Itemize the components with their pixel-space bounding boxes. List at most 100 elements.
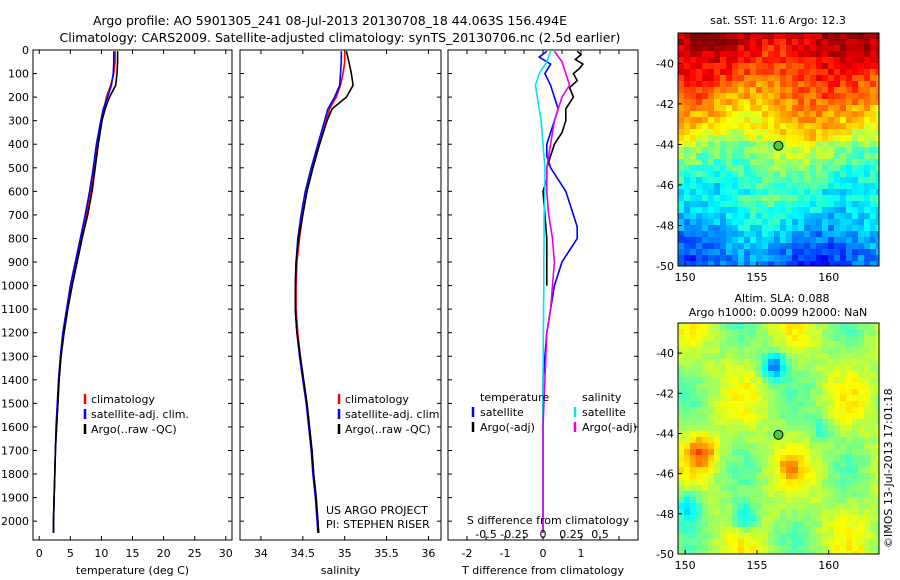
map-cell (840, 365, 846, 371)
map-cell (834, 479, 840, 485)
map-cell (804, 231, 810, 237)
map-cell (708, 93, 714, 99)
map-cell (684, 117, 690, 123)
map-cell (732, 401, 738, 407)
map-cell (870, 141, 876, 147)
map-cell (834, 213, 840, 219)
map-cell (702, 237, 708, 243)
map-cell (810, 437, 816, 443)
map-cell (876, 443, 879, 449)
map-cell (714, 87, 720, 93)
map-cell (768, 341, 774, 347)
map-cell (714, 129, 720, 135)
map-cell (720, 189, 726, 195)
map-cell (714, 401, 720, 407)
map-cell (858, 81, 864, 87)
map-cell (696, 159, 702, 165)
map-cell (684, 509, 690, 515)
map-cell (846, 479, 852, 485)
map-cell (822, 177, 828, 183)
map-cell (792, 545, 798, 551)
map-cell (822, 467, 828, 473)
map-cell (786, 473, 792, 479)
map-cell (822, 69, 828, 75)
map-cell (852, 467, 858, 473)
map-cell (708, 87, 714, 93)
map-cell (798, 183, 804, 189)
map-cell (840, 389, 846, 395)
map-cell (840, 147, 846, 153)
map-cell (690, 503, 696, 509)
map-cell (798, 395, 804, 401)
map-cell (690, 129, 696, 135)
map-cell (786, 545, 792, 551)
map-cell (786, 117, 792, 123)
map-cell (804, 353, 810, 359)
map-cell (852, 419, 858, 425)
map-cell (714, 57, 720, 63)
map-cell (714, 347, 720, 353)
map-cell (876, 75, 879, 81)
map-cell (852, 425, 858, 431)
map-cell (726, 99, 732, 105)
map-cell (714, 171, 720, 177)
map-cell (840, 99, 846, 105)
map-cell (870, 183, 876, 189)
map-cell (876, 323, 879, 329)
map-cell (708, 515, 714, 521)
map-cell (696, 81, 702, 87)
map-cell (786, 243, 792, 249)
map-cell (804, 147, 810, 153)
map-cell (846, 81, 852, 87)
map-cell (810, 497, 816, 503)
map-cell (702, 473, 708, 479)
map-cell (738, 87, 744, 93)
map-cell (690, 533, 696, 539)
map-cell (870, 329, 876, 335)
map-cell (792, 63, 798, 69)
map-cell (804, 225, 810, 231)
top-tick-label: -0.25 (500, 528, 528, 541)
map-cell (822, 497, 828, 503)
map-cell (864, 467, 870, 473)
map-cell (858, 207, 864, 213)
map-cell (780, 521, 786, 527)
map-cell (810, 467, 816, 473)
map-cell (708, 479, 714, 485)
map-cell (738, 45, 744, 51)
map-cell (768, 135, 774, 141)
map-cell (720, 33, 726, 39)
map-cell (702, 165, 708, 171)
map-cell (822, 147, 828, 153)
x-tick-label: 20 (157, 547, 171, 560)
map-cell (804, 63, 810, 69)
map-cell (798, 105, 804, 111)
map-cell (708, 425, 714, 431)
map-cell (858, 491, 864, 497)
map-cell (720, 183, 726, 189)
map-cell (684, 347, 690, 353)
map-cell (756, 347, 762, 353)
map-cell (852, 329, 858, 335)
map-cell (708, 395, 714, 401)
map-cell (780, 443, 786, 449)
map-cell (810, 135, 816, 141)
map-cell (720, 153, 726, 159)
map-cell (774, 129, 780, 135)
map-cell (846, 261, 852, 266)
map-cell (738, 377, 744, 383)
map-cell (756, 503, 762, 509)
map-cell (696, 201, 702, 207)
map-cell (870, 135, 876, 141)
map-cell (750, 425, 756, 431)
map-cell (720, 407, 726, 413)
map-cell (768, 57, 774, 63)
map-cell (870, 99, 876, 105)
map-cell (786, 45, 792, 51)
map-cell (696, 129, 702, 135)
map-cell (792, 225, 798, 231)
series-line-satellite (537, 50, 579, 533)
map-cell (786, 359, 792, 365)
map-cell (840, 141, 846, 147)
map-cell (750, 177, 756, 183)
